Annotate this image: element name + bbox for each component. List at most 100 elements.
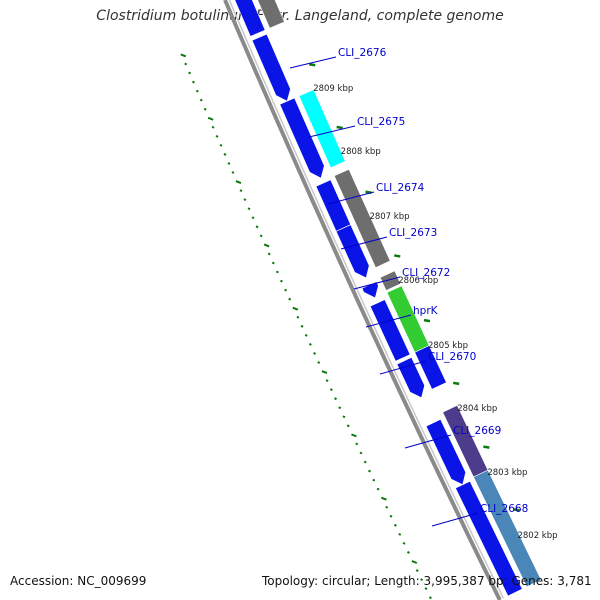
gene-feature	[335, 224, 370, 279]
gc-tick	[381, 496, 387, 501]
gc-tick	[251, 216, 255, 220]
gene-feature	[333, 168, 391, 268]
gc-tick	[288, 297, 292, 301]
gc-tick	[203, 107, 207, 111]
backbone-line	[223, 0, 502, 600]
gene-label[interactable]: CLI_2674	[376, 182, 425, 194]
gc-tick	[231, 171, 235, 174]
gc-tick	[188, 71, 192, 75]
gc-tick	[398, 532, 402, 536]
gc-tick	[359, 451, 363, 455]
gc-tick	[300, 324, 304, 328]
gene-callout-line	[353, 276, 401, 290]
gc-tick	[385, 505, 389, 509]
gc-tick	[199, 98, 203, 102]
gene-feature	[414, 345, 447, 390]
gc-tick	[351, 433, 357, 438]
gc-tick	[296, 315, 300, 319]
gc-tick	[342, 415, 346, 419]
gc-tick	[192, 80, 195, 84]
kbp-tick	[513, 508, 520, 512]
gc-tick	[317, 361, 321, 364]
gc-tick	[267, 252, 271, 256]
gene-feature	[473, 469, 542, 588]
gc-tick	[308, 343, 312, 346]
gc-tick	[304, 333, 308, 337]
gene-feature	[257, 0, 285, 29]
gc-tick	[402, 542, 406, 545]
backbone-line	[228, 0, 505, 599]
feature-track	[234, 0, 542, 597]
kbp-label: 2809 kbp	[313, 84, 353, 94]
kbp-tick	[336, 125, 343, 130]
kbp-tick	[309, 63, 316, 67]
gc-tick	[195, 89, 199, 93]
gc-tick	[275, 270, 279, 274]
gc-tick	[389, 514, 393, 518]
gc-tick	[407, 551, 410, 554]
gc-tick	[329, 388, 333, 392]
gc-tick	[239, 189, 243, 193]
gc-tick	[368, 469, 371, 473]
gc-tick	[428, 596, 432, 600]
kbp-tick	[423, 318, 431, 323]
gc-tick	[215, 134, 219, 138]
gc-tick	[207, 116, 214, 121]
gc-tick	[355, 442, 359, 446]
gc-tick	[223, 153, 227, 156]
gene-label[interactable]: CLI_2670	[428, 351, 476, 363]
genome-summary: Topology: circular; Length: 3,995,387 bp…	[262, 574, 592, 588]
gc-tick	[420, 578, 424, 581]
kbp-label: 2806 kbp	[398, 276, 438, 286]
gene-callout-line	[327, 191, 375, 205]
gene-callout-line	[431, 512, 479, 527]
gc-tick	[325, 379, 329, 382]
gene-feature	[369, 299, 411, 362]
gene-feature	[234, 0, 266, 37]
gene-feature	[425, 418, 467, 486]
kbp-label: 2802 kbp	[517, 531, 557, 541]
gc-tick	[411, 560, 418, 564]
kbp-scale: 2809 kbp 2808 kbp 2807 kbp 2806 kbp 2805 kbp…	[309, 63, 558, 541]
gene-callout-line	[365, 314, 412, 328]
gene-label[interactable]: hprK	[413, 305, 439, 317]
gene-labels: CLI_2676 CLI_2675 CLI_2674 CLI_2673 CLI_2672…	[289, 47, 528, 527]
gc-tick	[363, 460, 367, 464]
gene-label[interactable]: CLI_2669	[453, 425, 501, 437]
gc-tick	[372, 478, 376, 482]
kbp-label: 2804 kbp	[457, 404, 497, 414]
gc-tick	[334, 397, 337, 401]
gc-tick	[184, 62, 188, 66]
gc-tick	[259, 234, 263, 238]
gc-tick	[211, 125, 215, 129]
kbp-tick	[453, 381, 460, 386]
gc-tick	[321, 370, 328, 374]
gc-tick	[280, 279, 283, 283]
map-title: Clostridium botulinum F str. Langeland, …	[96, 8, 504, 24]
gc-tick	[247, 207, 251, 211]
gc-tick	[292, 306, 299, 311]
genome-backbone	[223, 0, 505, 600]
gene-label[interactable]: CLI_2668	[480, 503, 528, 515]
gc-tick	[271, 261, 275, 265]
gene-callout-line	[340, 236, 388, 250]
gene-feature	[361, 281, 379, 299]
gc-tick	[393, 523, 397, 527]
gene-feature	[379, 270, 401, 291]
gc-tick	[415, 569, 419, 572]
gene-feature	[279, 97, 325, 179]
gc-tick	[376, 487, 380, 491]
gene-label[interactable]: CLI_2675	[357, 116, 405, 128]
gc-tick	[346, 424, 350, 428]
gene-callout-line	[404, 434, 452, 449]
gene-label[interactable]: CLI_2676	[338, 47, 387, 59]
gc-tick	[338, 406, 342, 410]
gc-tick	[284, 288, 288, 292]
kbp-label: 2805 kbp	[428, 341, 468, 351]
gene-label[interactable]: CLI_2672	[402, 267, 450, 279]
gene-callout-line	[379, 360, 427, 375]
gene-label[interactable]: CLI_2673	[389, 227, 437, 239]
gene-callout-line	[308, 125, 356, 138]
kbp-label: 2808 kbp	[341, 147, 381, 157]
